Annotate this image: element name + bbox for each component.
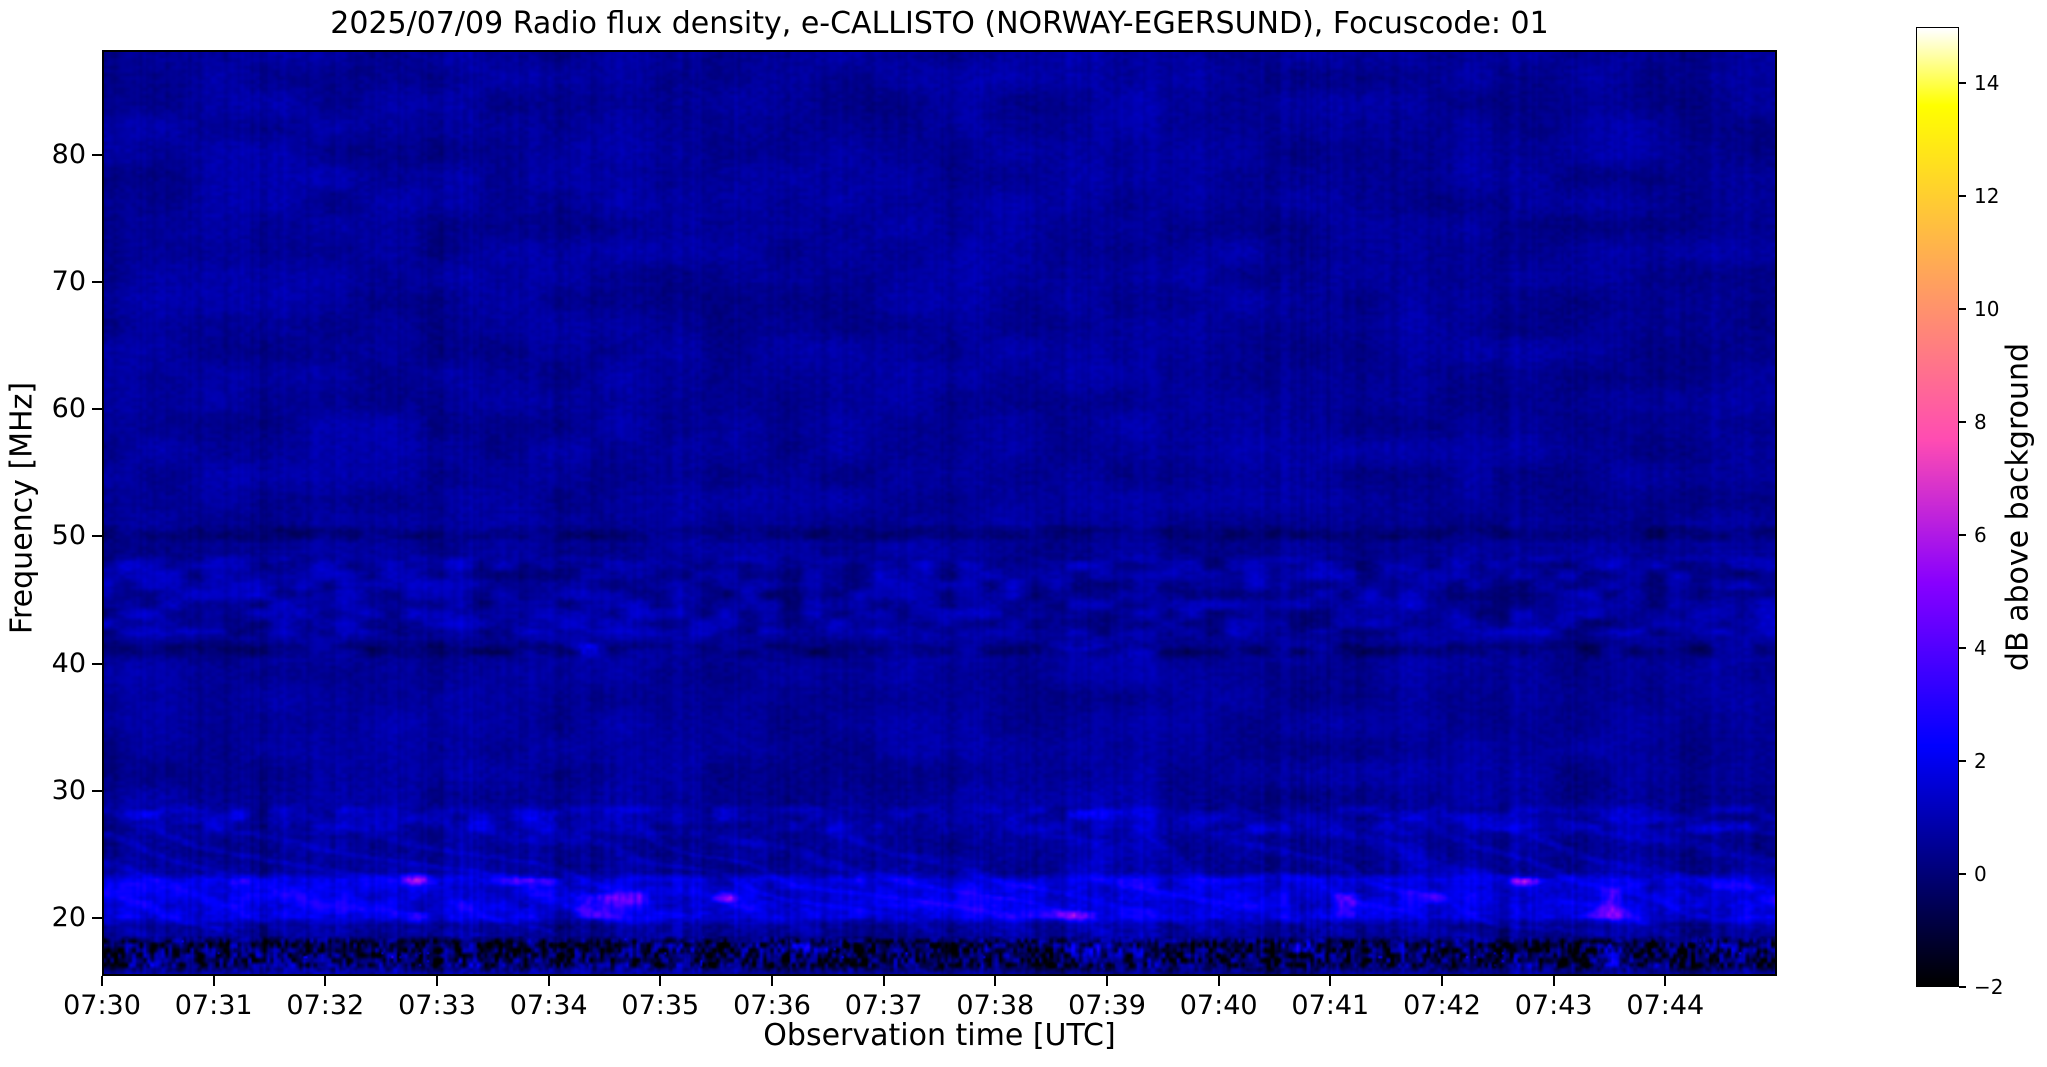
y-tick-mark <box>92 662 102 665</box>
y-tick-label: 50 <box>51 520 86 552</box>
x-tick-mark <box>994 976 997 986</box>
colorbar-tick-mark <box>1959 534 1966 537</box>
colorbar-tick-label: 14 <box>1974 71 2000 96</box>
x-tick-label: 07:30 <box>63 990 141 1021</box>
y-tick-mark <box>92 154 102 157</box>
x-tick-label: 07:33 <box>398 990 476 1021</box>
colorbar-tick-label: −2 <box>1974 975 2004 999</box>
y-tick-label: 80 <box>51 139 86 171</box>
x-tick-mark <box>1106 976 1108 986</box>
x-tick-label: 07:41 <box>1291 990 1370 1021</box>
x-tick-label: 07:39 <box>1068 990 1146 1021</box>
colorbar-tick-mark <box>1959 195 1966 198</box>
x-tick-mark <box>436 976 438 986</box>
x-tick-label: 07:43 <box>1514 990 1593 1021</box>
x-tick-mark <box>101 976 103 986</box>
x-tick-mark <box>771 976 773 986</box>
y-tick-mark <box>92 535 102 538</box>
x-tick-mark <box>882 976 885 986</box>
colorbar-tick-mark <box>1959 986 1966 988</box>
x-tick-mark <box>324 976 327 986</box>
colorbar-gradient <box>1917 28 1958 986</box>
x-tick-mark <box>212 976 215 986</box>
colorbar-tick-label: 12 <box>1974 184 2000 209</box>
colorbar-tick-label: 2 <box>1974 749 1987 774</box>
y-tick-mark <box>92 916 102 919</box>
x-tick-mark <box>1664 976 1667 986</box>
y-tick-mark <box>92 281 102 284</box>
y-tick-label: 70 <box>51 266 86 298</box>
x-tick-label: 07:40 <box>1179 990 1258 1021</box>
colorbar-label: dB above background <box>2000 342 2036 672</box>
colorbar-tick-label: 6 <box>1974 523 1987 548</box>
chart-title: 2025/07/09 Radio flux density, e-CALLIST… <box>330 6 1549 41</box>
colorbar-tick-label: 10 <box>1974 297 2000 322</box>
x-tick-mark <box>547 976 550 986</box>
x-tick-label: 07:31 <box>174 990 253 1021</box>
y-tick-label: 30 <box>51 774 86 806</box>
colorbar-tick-label: 0 <box>1974 862 1987 887</box>
spectrogram-image <box>104 52 1775 974</box>
x-tick-label: 07:37 <box>844 990 923 1021</box>
x-tick-mark <box>1217 976 1220 986</box>
x-tick-label: 07:34 <box>509 990 588 1021</box>
y-tick-mark <box>92 789 102 792</box>
colorbar <box>1916 27 1959 987</box>
x-tick-label: 07:38 <box>956 990 1035 1021</box>
x-tick-label: 07:36 <box>733 990 811 1021</box>
y-tick-label: 40 <box>51 647 86 679</box>
y-tick-mark <box>92 408 102 411</box>
x-tick-mark <box>1329 976 1332 986</box>
x-tick-mark <box>1552 976 1555 986</box>
y-tick-label: 60 <box>51 393 86 425</box>
x-axis-label: Observation time [UTC] <box>763 1018 1116 1053</box>
x-tick-label: 07:42 <box>1403 990 1481 1021</box>
spectrogram-plot-area <box>102 50 1777 976</box>
colorbar-tick-mark <box>1959 421 1966 424</box>
x-tick-label: 07:35 <box>621 990 700 1021</box>
x-tick-label: 07:32 <box>286 990 365 1021</box>
colorbar-tick-mark <box>1959 647 1966 650</box>
colorbar-tick-mark <box>1959 873 1966 876</box>
y-tick-label: 20 <box>51 901 86 933</box>
colorbar-tick-mark <box>1959 308 1966 311</box>
x-tick-mark <box>1441 976 1443 986</box>
colorbar-tick-mark <box>1959 82 1966 85</box>
colorbar-tick-label: 4 <box>1974 636 1987 661</box>
colorbar-tick-mark <box>1959 760 1966 763</box>
x-tick-label: 07:44 <box>1626 990 1705 1021</box>
x-tick-mark <box>659 976 662 986</box>
colorbar-tick-label: 8 <box>1974 410 1987 435</box>
